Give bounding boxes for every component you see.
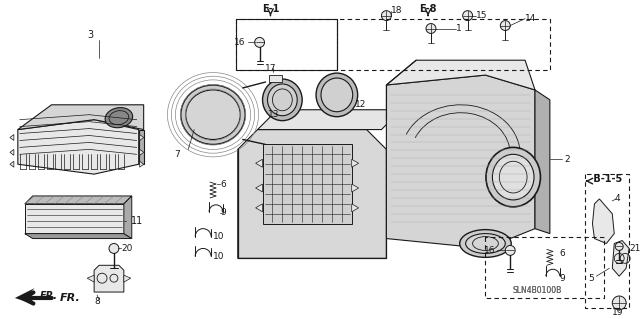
Text: 21: 21: [629, 244, 640, 253]
Polygon shape: [387, 60, 535, 90]
Text: 14: 14: [525, 14, 536, 23]
Polygon shape: [257, 110, 401, 130]
Bar: [262, 145, 352, 224]
Polygon shape: [140, 149, 143, 155]
Polygon shape: [15, 288, 35, 303]
Polygon shape: [94, 265, 124, 292]
Polygon shape: [255, 159, 262, 167]
Polygon shape: [255, 184, 262, 192]
Text: B-1-5: B-1-5: [591, 174, 623, 184]
Ellipse shape: [460, 230, 511, 257]
Polygon shape: [10, 149, 14, 155]
Polygon shape: [10, 135, 14, 140]
Polygon shape: [139, 130, 143, 164]
Text: SLN4B0100B: SLN4B0100B: [513, 286, 562, 294]
Circle shape: [109, 243, 119, 253]
Circle shape: [500, 21, 510, 31]
Text: 20: 20: [121, 244, 132, 253]
Polygon shape: [10, 161, 14, 167]
Text: 11: 11: [131, 216, 143, 226]
Text: 19: 19: [612, 308, 624, 317]
Text: E-8: E-8: [419, 4, 436, 14]
Ellipse shape: [321, 78, 353, 112]
Text: FR.: FR.: [40, 291, 58, 301]
Text: 4: 4: [614, 194, 620, 204]
Circle shape: [381, 11, 391, 21]
Text: SLN4B0100B: SLN4B0100B: [513, 286, 562, 294]
Polygon shape: [18, 105, 143, 130]
Polygon shape: [535, 90, 550, 234]
Polygon shape: [124, 275, 131, 282]
Bar: [25, 204, 124, 234]
Ellipse shape: [316, 73, 358, 117]
Text: 9: 9: [560, 274, 566, 283]
Text: 17: 17: [264, 63, 276, 73]
Polygon shape: [352, 204, 358, 212]
Polygon shape: [593, 199, 614, 243]
Text: 15: 15: [476, 11, 487, 20]
Polygon shape: [387, 75, 535, 249]
Polygon shape: [238, 130, 387, 258]
Polygon shape: [352, 184, 358, 192]
Ellipse shape: [105, 108, 132, 128]
Ellipse shape: [486, 147, 540, 207]
Circle shape: [255, 37, 264, 47]
Circle shape: [463, 11, 472, 21]
Polygon shape: [140, 135, 143, 140]
Text: 12: 12: [355, 100, 366, 109]
Text: E-1: E-1: [262, 4, 279, 14]
Circle shape: [426, 24, 436, 33]
Text: 10: 10: [213, 232, 225, 241]
Text: 16: 16: [234, 38, 246, 47]
Ellipse shape: [186, 90, 240, 139]
Text: 18: 18: [391, 6, 403, 15]
Text: 5: 5: [589, 274, 595, 283]
Text: 6: 6: [220, 180, 226, 189]
Text: 10: 10: [213, 252, 225, 261]
Ellipse shape: [492, 154, 534, 200]
Text: 8: 8: [94, 297, 100, 307]
Text: 6: 6: [560, 249, 566, 258]
Text: 13: 13: [268, 110, 279, 119]
Text: 3: 3: [87, 30, 93, 41]
Polygon shape: [140, 161, 143, 167]
Polygon shape: [124, 196, 132, 239]
Polygon shape: [87, 275, 94, 282]
Polygon shape: [255, 204, 262, 212]
Ellipse shape: [268, 84, 297, 116]
Circle shape: [612, 296, 626, 310]
Polygon shape: [352, 159, 358, 167]
Text: 9: 9: [220, 208, 226, 217]
Polygon shape: [18, 120, 139, 174]
Ellipse shape: [466, 234, 505, 253]
Polygon shape: [612, 241, 629, 276]
Circle shape: [615, 242, 623, 250]
Ellipse shape: [181, 85, 245, 145]
Text: 2: 2: [564, 155, 570, 164]
Polygon shape: [25, 196, 132, 204]
Polygon shape: [25, 234, 132, 239]
Polygon shape: [269, 75, 282, 82]
Text: 7: 7: [174, 150, 180, 159]
Ellipse shape: [262, 79, 302, 121]
Circle shape: [505, 246, 515, 256]
Text: FR.: FR.: [60, 293, 80, 303]
Text: 16: 16: [484, 246, 495, 255]
Text: 1: 1: [456, 24, 461, 33]
